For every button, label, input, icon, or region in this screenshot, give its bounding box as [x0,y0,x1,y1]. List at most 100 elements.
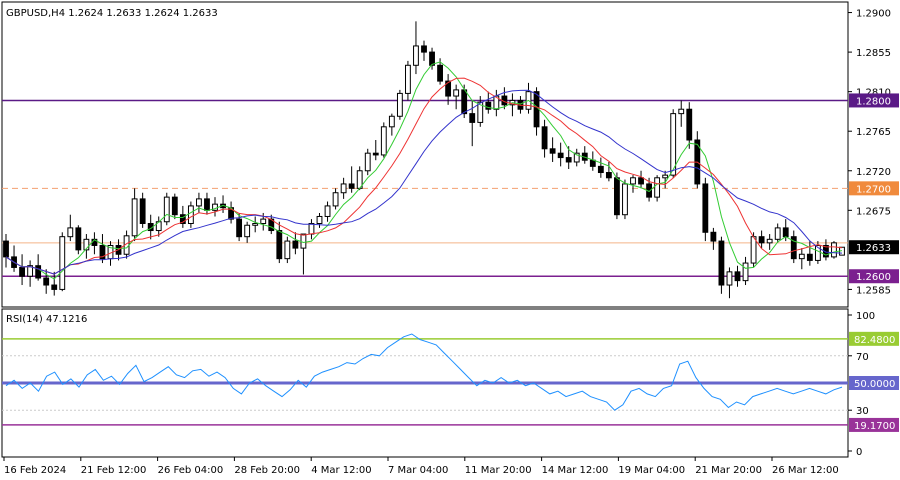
candle-body [541,126,548,150]
candle-body [3,240,9,258]
candle-body [187,205,194,224]
candle-body [477,101,484,123]
candle-body [316,215,323,224]
rsi-header: RSI(14) 47.1216 [6,314,87,325]
candle-body [549,148,556,154]
candle-body [204,198,210,211]
main-panel-frame [1,1,849,308]
candle-body [27,265,34,277]
candle-body [59,236,66,290]
candle-body [396,92,403,117]
candle-body [67,227,74,238]
price-tick-label: 1.2585 [856,285,891,296]
candle-body [332,192,339,207]
rsi-level-badge [849,417,899,432]
candle-body [814,244,821,261]
rsi-level-label: 50.0000 [854,379,895,390]
x-tick-label: 21 Mar 20:00 [695,465,762,476]
candle-body [557,152,564,159]
candle-body [718,240,725,286]
ma-mid-line [5,77,843,275]
candle-body [461,89,468,115]
x-tick-label: 7 Mar 04:00 [388,465,448,476]
candle-body [75,227,82,251]
candle-body [300,233,307,249]
candle-body [790,236,797,260]
candle-body [139,198,146,224]
candle-body [605,172,612,179]
x-tick-label: 11 Mar 20:00 [465,465,532,476]
candle-body [589,159,596,167]
level-label: 1.2600 [856,272,891,283]
x-tick-label: 16 Feb 2024 [4,465,66,476]
current-price-badge [849,240,899,255]
current-price-label: 1.2633 [856,243,891,254]
candle-body [284,240,291,260]
candle-body [573,152,580,163]
candle-body [662,174,669,179]
level-label: 1.2700 [856,184,891,195]
candle-body [445,80,452,97]
candle-body [171,196,178,216]
candle-body [340,183,347,194]
candle-body [364,152,371,172]
candle-body [485,101,492,110]
candle-body [831,242,837,258]
candle-body [131,198,138,237]
candle-body [324,205,331,217]
rsi-tick-label: 0 [856,447,862,458]
candle-body [405,64,411,94]
level-badge [849,269,899,284]
candle-body [380,126,387,156]
candle-body [276,230,283,260]
price-tick-label: 1.2765 [856,127,891,138]
x-tick-label: 21 Feb 12:00 [81,465,147,476]
candle-body [413,45,419,66]
x-tick-label: 28 Feb 20:00 [234,465,300,476]
price-tick-label: 1.2810 [856,88,891,99]
candle-body [35,265,42,279]
candle-body [622,183,628,216]
candle-body [742,262,749,282]
rsi-level-label: 19.1700 [854,421,895,432]
candle-body [388,115,395,128]
level-label: 1.2800 [856,96,891,107]
candle-body [292,240,299,249]
candle-body [453,89,460,97]
x-tick-label: 26 Feb 04:00 [158,465,224,476]
candle-body [260,218,267,224]
candle-body [179,214,186,224]
rsi-level-badge [849,331,899,346]
rsi-tick-label: 100 [856,311,875,322]
candle-body [734,271,741,282]
rsi-level-badge [849,376,899,390]
candle-body [806,253,813,261]
candle-body [437,64,443,82]
candle-body [766,238,773,244]
candle-body [43,277,50,286]
x-tick-label: 4 Mar 12:00 [311,465,371,476]
candle-body [348,183,355,189]
price-tick-label: 1.2720 [856,167,891,178]
level-badge [849,93,899,108]
candle-body [750,236,757,264]
candle-body [163,196,170,223]
candle-body [99,244,106,260]
candle-body [196,198,202,207]
x-tick-label: 26 Mar 12:00 [772,465,839,476]
ma-slow-line [5,89,843,275]
ma-fast-line [5,61,843,280]
candle-body [19,266,25,277]
candle-body [308,222,315,235]
candle-body [774,227,781,240]
candle-body [654,177,661,198]
price-tick-label: 1.2900 [856,9,891,20]
x-tick-label: 19 Mar 04:00 [618,465,685,476]
price-tick-label: 1.2855 [856,48,891,59]
chart-header: GBPUSD,H4 1.2624 1.2633 1.2624 1.2633 [6,8,218,19]
candle-body [597,165,604,174]
price-tick-label: 1.2675 [856,206,891,217]
candle-body [726,271,733,286]
candle-body [469,113,476,123]
